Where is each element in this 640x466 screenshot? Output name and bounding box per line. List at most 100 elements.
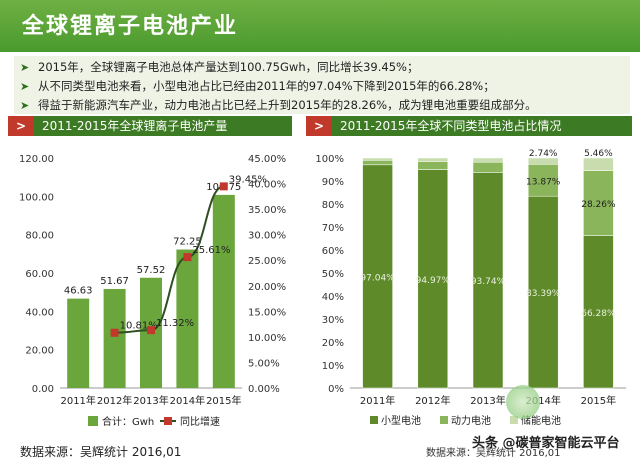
- y-tick-label-right: 25.00%: [248, 256, 286, 267]
- y-tick-label-right: 40.00%: [248, 180, 286, 191]
- watermark-logo: [506, 385, 540, 419]
- y-tick-label: 50%: [322, 269, 344, 280]
- growth-line: [114, 185, 225, 334]
- growth-marker: [219, 182, 228, 191]
- legend-marker-growth: [164, 417, 172, 425]
- arrow-right-icon: ➤: [20, 61, 30, 74]
- y-tick-label-right: 15.00%: [248, 307, 286, 318]
- bullet-text: 得益于新能源汽车产业，动力电池占比已经上升到2015年的28.26%，成为锂电池…: [38, 98, 537, 112]
- stacked-bar-segment: [362, 157, 393, 161]
- bar: [176, 249, 199, 388]
- y-tick-label-right: 45.00%: [248, 154, 286, 165]
- legend-swatch: [370, 416, 378, 424]
- stacked-bar-segment: [417, 169, 449, 389]
- section-title: 2011-2015年全球不同类型电池占比情况: [340, 119, 562, 133]
- x-tick-label: 2015年: [581, 394, 616, 407]
- segment-value-label: 94.97%: [416, 276, 451, 286]
- stacked-bar-segment: [362, 164, 393, 389]
- y-tick-label-right: 10.00%: [248, 333, 286, 344]
- stacked-bar-segment: [583, 235, 614, 389]
- growth-marker: [147, 326, 155, 335]
- legend-swatch-total: [88, 416, 98, 426]
- stacked-bar-segment: [527, 164, 559, 197]
- y-tick-label: 70%: [322, 223, 344, 234]
- x-tick-label: 2012年: [97, 394, 132, 407]
- bullet-text: 2015年，全球锂离子电池总体产量达到100.75Gwh，同比增长39.45%；: [38, 60, 419, 74]
- growth-value-label: 25.61%: [192, 245, 230, 256]
- data-source: 数据来源：吴辉统计 2016,01: [20, 445, 182, 459]
- bullet-background: [14, 56, 630, 114]
- segment-value-label: 66.28%: [581, 309, 616, 319]
- y-tick-label: 10%: [322, 361, 344, 372]
- y-tick-label-left: 0.00: [32, 384, 54, 395]
- x-tick-label: 2011年: [60, 394, 95, 407]
- x-tick-label: 2013年: [470, 394, 505, 407]
- segment-value-label: 13.87%: [526, 177, 561, 187]
- y-tick-label: 30%: [322, 315, 344, 326]
- segment-value-label: 28.26%: [581, 200, 616, 210]
- page-title: 全球锂离子电池产业: [22, 14, 239, 39]
- y-tick-label-left: 100.00: [19, 192, 54, 203]
- growth-value-label: 10.81%: [120, 321, 158, 332]
- y-tick-label-left: 80.00: [25, 231, 54, 242]
- left-section-header: > 2011-2015年全球锂离子电池产量: [8, 116, 292, 136]
- x-tick-label: 2011年: [360, 394, 395, 407]
- stacked-bar-segment: [583, 157, 614, 171]
- bar-value-label: 51.67: [100, 276, 129, 287]
- bullet-item: ➤ 得益于新能源汽车产业，动力电池占比已经上升到2015年的28.26%，成为锂…: [18, 96, 628, 115]
- y-tick-label-right: 20.00%: [248, 282, 286, 293]
- legend-label: 储能电池: [521, 414, 561, 427]
- y-tick-label: 0%: [328, 384, 344, 395]
- production-chart: 0.00 20.00 40.00 60.00 80.00 100.00 120.00 0.00…: [19, 154, 286, 428]
- legend-label: 合计：Gwh: [102, 415, 154, 428]
- data-source-right: 数据来源：吴辉统计 2016,01: [426, 448, 561, 459]
- stacked-bar-segment: [527, 157, 559, 165]
- growth-marker: [183, 253, 192, 262]
- x-tick-label: 2012年: [415, 394, 450, 407]
- stacked-bar-segment: [527, 195, 559, 389]
- bullet-list: ➤ 2015年，全球锂离子电池总体产量达到100.75Gwh，同比增长39.45…: [18, 58, 628, 115]
- right-section-header: > 2011-2015年全球不同类型电池占比情况: [306, 116, 632, 136]
- growth-value-label: 11.32%: [156, 318, 194, 329]
- bar-value-label: 57.52: [137, 265, 166, 276]
- legend-swatch: [510, 416, 518, 424]
- stacked-bar-segment: [472, 172, 504, 389]
- y-tick-label: 20%: [322, 338, 344, 349]
- y-tick-label: 90%: [322, 177, 344, 188]
- y-tick-label: 60%: [322, 246, 344, 257]
- y-tick-label: 80%: [322, 200, 344, 211]
- y-tick-label-left: 120.00: [19, 154, 54, 165]
- segment-value-label: 93.74%: [471, 277, 506, 287]
- bullet-text: 从不同类型电池来看，小型电池占比已经由2011年的97.04%下降到2015年的…: [38, 79, 495, 93]
- y-tick-label: 100%: [315, 154, 344, 165]
- y-tick-label-left: 60.00: [25, 269, 54, 280]
- segment-value-label: 83.39%: [526, 289, 561, 299]
- bar: [103, 288, 126, 388]
- stacked-bar-segment: [362, 160, 393, 166]
- legend-swatch: [440, 416, 448, 424]
- watermark-text: 头条 @碳普家智能云平台: [472, 436, 620, 451]
- bar: [67, 298, 90, 388]
- y-tick-label-left: 40.00: [25, 307, 54, 318]
- bullet-item: ➤ 2015年，全球锂离子电池总体产量达到100.75Gwh，同比增长39.45…: [18, 58, 628, 77]
- section-title: 2011-2015年全球锂离子电池产量: [42, 119, 228, 133]
- legend-label: 动力电池: [451, 414, 491, 427]
- segment-value-label: 2.74%: [529, 149, 558, 159]
- y-tick-label-right: 35.00%: [248, 205, 286, 216]
- growth-value-label: 39.45%: [229, 174, 267, 185]
- y-tick-label: 40%: [322, 292, 344, 303]
- bar-value-label: 72.25: [173, 237, 202, 248]
- legend-label: 同比增速: [180, 415, 220, 428]
- bullet-item: ➤ 从不同类型电池来看，小型电池占比已经由2011年的97.04%下降到2015…: [18, 77, 628, 96]
- stacked-bar-segment: [472, 157, 504, 163]
- stacked-bar-segment: [472, 161, 504, 173]
- section-tag: >: [306, 116, 332, 136]
- stacked-bar-segment: [417, 157, 449, 162]
- y-tick-label-right: 0.00%: [248, 384, 280, 395]
- bar: [212, 194, 235, 388]
- segment-value-label: 97.04%: [360, 273, 395, 283]
- segment-value-label: 5.46%: [584, 149, 613, 159]
- section-tag: >: [8, 116, 34, 136]
- y-tick-label-right: 30.00%: [248, 231, 286, 242]
- bar-value-label: 46.63: [64, 286, 93, 297]
